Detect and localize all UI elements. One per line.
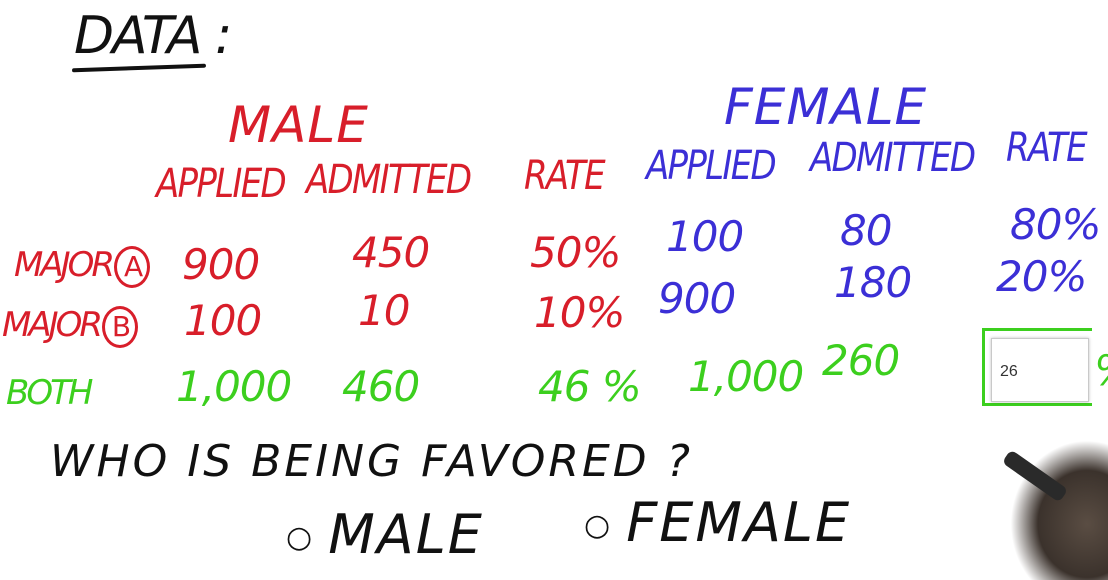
cell-female-admitted-both: 260 [822,336,900,385]
option-female-bullet: ○ [584,508,613,544]
male-admitted-heading: ADMITTED [306,157,472,203]
badge-a: A [114,246,151,288]
row-label-major-a: MAJOR A [14,246,151,288]
title: DATA : [74,6,232,66]
cell-female-admitted-a: 80 [840,206,892,255]
cell-male-rate-a: 50% [530,228,621,277]
row-label-both: BOTH [6,373,93,413]
answer-percent-sign: % [1094,350,1108,392]
male-header: MALE [228,96,369,154]
cell-female-rate-a: 80% [1010,200,1101,249]
question-text: WHO IS BEING FAVORED ? [50,436,694,487]
option-male[interactable]: ○ MALE [286,503,484,566]
row-label-major-b: MAJOR B [2,306,139,348]
cell-female-applied-a: 100 [666,212,744,261]
male-applied-heading: APPLIED [156,161,287,207]
cell-female-applied-b: 900 [658,274,736,323]
female-admitted-heading: ADMITTED [810,135,976,181]
answer-input[interactable]: 26 [991,338,1089,402]
option-male-bullet: ○ [286,520,315,556]
cell-male-admitted-both: 460 [342,362,420,411]
answer-box-outline [982,328,1092,406]
female-rate-heading: RATE [1006,125,1088,171]
cell-male-applied-b: 100 [184,296,262,345]
cell-female-admitted-b: 180 [834,258,912,307]
female-header: FEMALE [724,78,928,136]
cell-male-applied-a: 900 [182,240,260,289]
cell-male-admitted-b: 10 [358,286,410,335]
option-female[interactable]: ○ FEMALE [584,491,852,554]
cell-male-applied-both: 1,000 [176,362,292,411]
male-rate-heading: RATE [524,153,606,199]
cell-male-rate-both: 46 % [538,362,642,411]
cell-female-rate-b: 20% [996,252,1087,301]
cell-male-admitted-a: 450 [352,228,430,277]
female-applied-heading: APPLIED [646,143,777,189]
cell-female-applied-both: 1,000 [688,352,804,401]
badge-b: B [102,306,139,348]
cell-male-rate-b: 10% [534,288,625,337]
